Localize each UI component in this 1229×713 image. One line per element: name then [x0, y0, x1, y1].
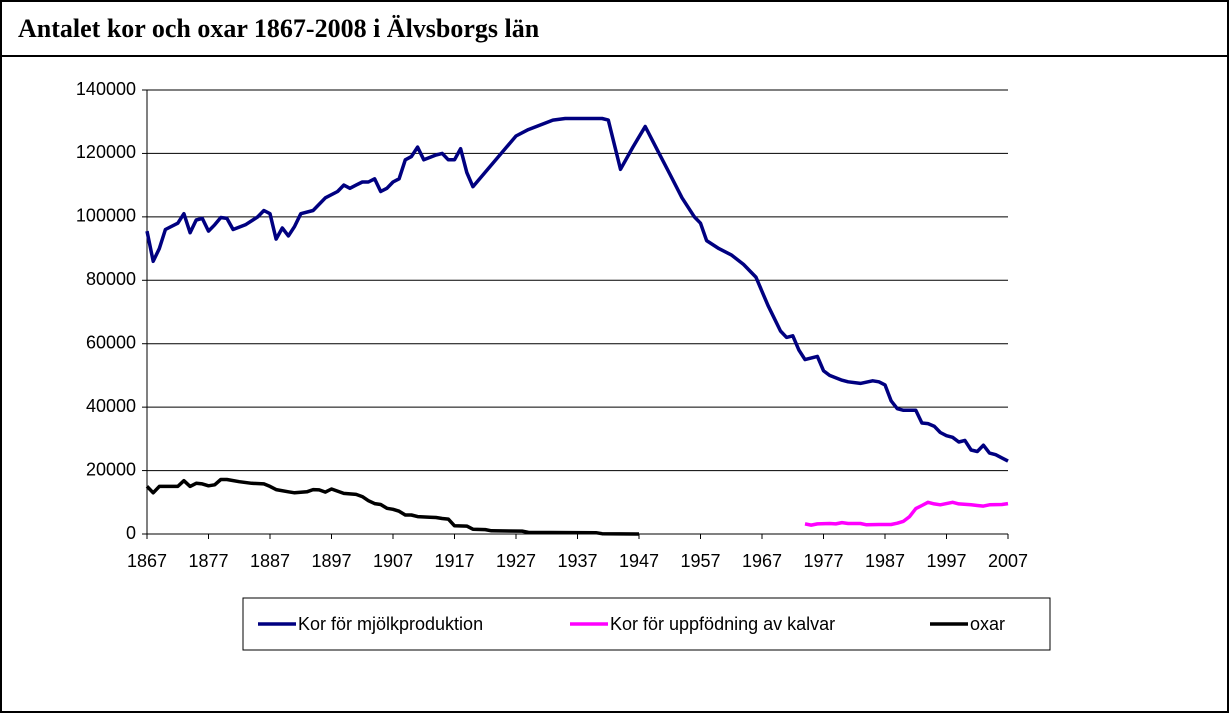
x-tick-label: 1937: [557, 551, 597, 571]
y-tick-label: 0: [126, 523, 136, 543]
y-tick-label: 120000: [76, 142, 136, 162]
y-tick-label: 40000: [86, 396, 136, 416]
y-tick-label: 100000: [76, 206, 136, 226]
y-tick-label: 60000: [86, 332, 136, 352]
x-tick-label: 1927: [496, 551, 536, 571]
y-tick-label: 80000: [86, 269, 136, 289]
x-tick-label: 1967: [742, 551, 782, 571]
series-line: [145, 477, 640, 536]
x-tick-label: 1957: [680, 551, 720, 571]
legend-label: oxar: [970, 614, 1005, 634]
x-tick-label: 1987: [865, 551, 905, 571]
legend-label: Kor för mjölkproduktion: [298, 614, 483, 634]
y-tick-label: 140000: [76, 79, 136, 99]
x-tick-label: 2007: [988, 551, 1028, 571]
x-tick-label: 1917: [434, 551, 474, 571]
series-line: [145, 116, 1009, 463]
series-line: [804, 500, 1009, 527]
y-tick-label: 20000: [86, 459, 136, 479]
legend-box: [242, 597, 1051, 651]
x-tick-label: 1877: [188, 551, 228, 571]
x-tick-label: 1977: [803, 551, 843, 571]
legend-label: Kor för uppfödning av kalvar: [610, 614, 835, 634]
chart-title: Antalet kor och oxar 1867-2008 i Älvsbor…: [18, 14, 540, 43]
x-tick-label: 1997: [926, 551, 966, 571]
x-tick-label: 1867: [127, 551, 167, 571]
x-tick-label: 1907: [373, 551, 413, 571]
x-tick-label: 1947: [619, 551, 659, 571]
x-tick-label: 1887: [250, 551, 290, 571]
x-tick-label: 1897: [311, 551, 351, 571]
